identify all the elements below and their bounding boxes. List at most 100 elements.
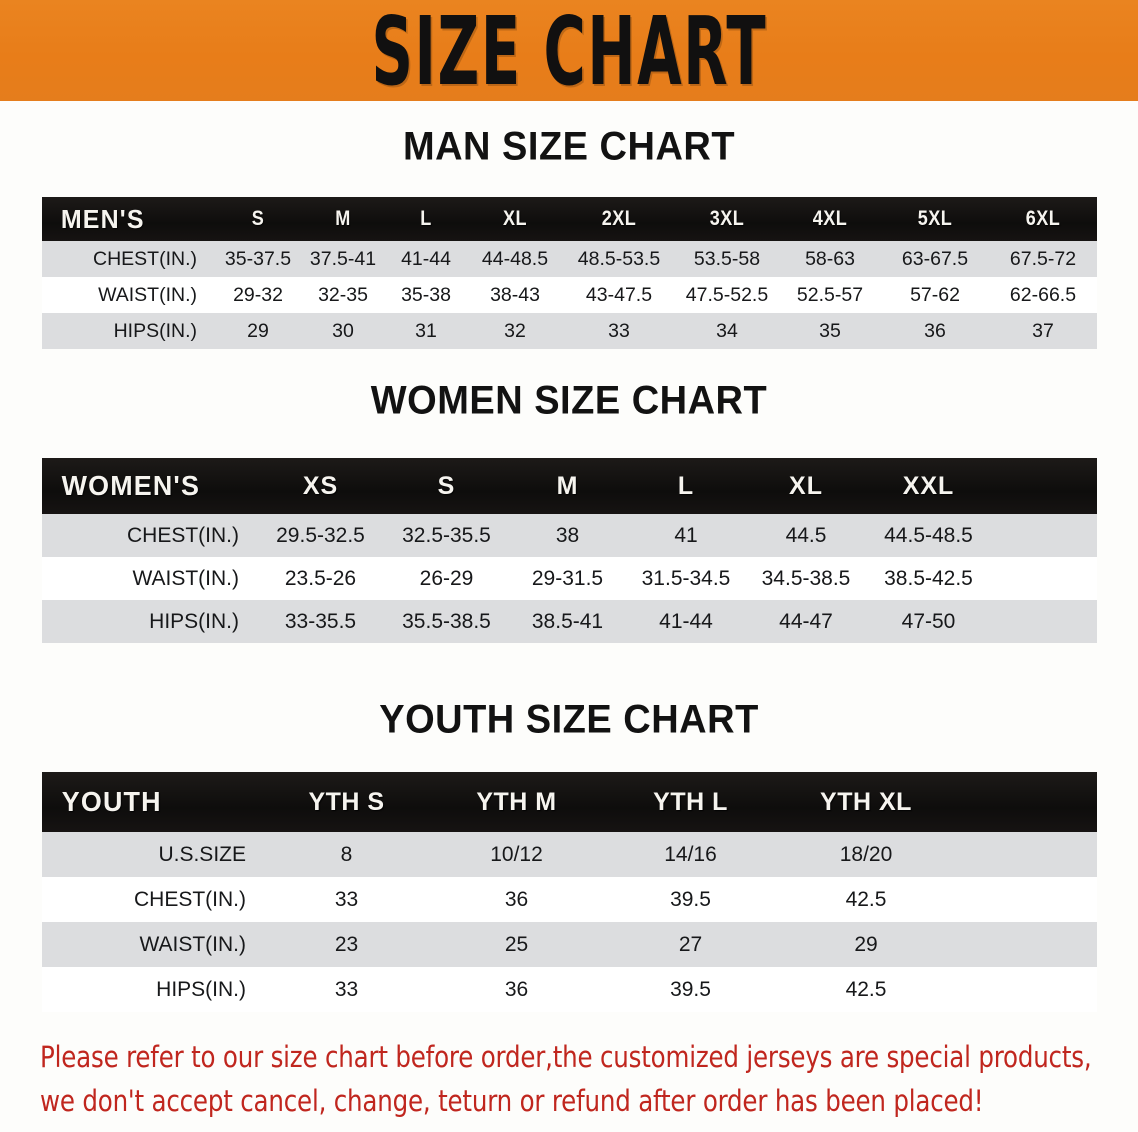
women-header-row: WOMEN'S XS S M L XL XXL <box>42 458 1097 514</box>
women-cell-1-5: 38.5-42.5 <box>866 557 991 600</box>
women-cell-2-2: 38.5-41 <box>509 600 626 643</box>
men-cell-2-8: 37 <box>989 313 1097 349</box>
youth-cell-2-0: 23 <box>264 922 429 967</box>
youth-cell-2-4 <box>955 922 1097 967</box>
men-cell-1-8: 62-66.5 <box>989 277 1097 313</box>
men-cell-2-7: 36 <box>881 313 989 349</box>
women-cell-2-1: 35.5-38.5 <box>384 600 509 643</box>
youth-cell-0-2: 14/16 <box>604 832 777 877</box>
youth-corner-label: YOUTH <box>61 786 162 817</box>
men-col-7: 5XL <box>917 207 953 230</box>
women-cell-0-2: 38 <box>509 514 626 557</box>
disclaimer-line-2: we don't accept cancel, change, teturn o… <box>40 1084 984 1118</box>
youth-row-label-0: U.S.SIZE <box>42 832 264 877</box>
men-cell-0-5: 53.5-58 <box>675 241 779 277</box>
men-cell-2-0: 29 <box>215 313 301 349</box>
women-cell-0-0: 29.5-32.5 <box>257 514 384 557</box>
women-col-3: L <box>677 471 695 500</box>
men-cell-1-1: 32-35 <box>301 277 385 313</box>
youth-cell-2-3: 29 <box>777 922 955 967</box>
women-cell-2-3: 41-44 <box>626 600 746 643</box>
men-cell-1-3: 38-43 <box>467 277 563 313</box>
women-col-6 <box>991 458 1097 514</box>
men-cell-0-1: 37.5-41 <box>301 241 385 277</box>
women-cell-0-5: 44.5-48.5 <box>866 514 991 557</box>
men-cell-1-7: 57-62 <box>881 277 989 313</box>
women-row-label-0: CHEST(IN.) <box>42 514 257 557</box>
men-cell-1-4: 43-47.5 <box>563 277 675 313</box>
youth-cell-3-2: 39.5 <box>604 967 777 1012</box>
youth-cell-3-4 <box>955 967 1097 1012</box>
men-corner-label: MEN'S <box>60 203 145 234</box>
youth-cell-1-4 <box>955 877 1097 922</box>
youth-row-label-2: WAIST(IN.) <box>42 922 264 967</box>
women-cell-1-0: 23.5-26 <box>257 557 384 600</box>
youth-cell-1-0: 33 <box>264 877 429 922</box>
table-row: WAIST(IN.) 23 25 27 29 <box>42 922 1097 967</box>
men-col-3: XL <box>503 207 527 230</box>
women-cell-2-5: 47-50 <box>866 600 991 643</box>
men-cell-2-1: 30 <box>301 313 385 349</box>
women-cell-1-1: 26-29 <box>384 557 509 600</box>
women-cell-1-2: 29-31.5 <box>509 557 626 600</box>
women-cell-2-0: 33-35.5 <box>257 600 384 643</box>
women-row-label-2: HIPS(IN.) <box>42 600 257 643</box>
women-cell-0-3: 41 <box>626 514 746 557</box>
men-cell-2-2: 31 <box>385 313 467 349</box>
men-cell-2-4: 33 <box>563 313 675 349</box>
youth-cell-1-2: 39.5 <box>604 877 777 922</box>
men-row-label-1: WAIST(IN.) <box>42 277 215 313</box>
women-cell-0-1: 32.5-35.5 <box>384 514 509 557</box>
men-col-2: L <box>420 207 432 230</box>
table-row: WAIST(IN.) 23.5-26 26-29 29-31.5 31.5-34… <box>42 557 1097 600</box>
men-col-5: 3XL <box>709 207 745 230</box>
women-cell-2-6 <box>991 600 1097 643</box>
youth-row-label-3: HIPS(IN.) <box>42 967 264 1012</box>
women-col-0: XS <box>302 471 339 500</box>
table-row: CHEST(IN.) 33 36 39.5 42.5 <box>42 877 1097 922</box>
men-cell-1-6: 52.5-57 <box>779 277 881 313</box>
women-col-1: S <box>437 471 456 500</box>
youth-col-2: YTH L <box>653 787 728 816</box>
table-row: HIPS(IN.) 33 36 39.5 42.5 <box>42 967 1097 1012</box>
table-row: CHEST(IN.) 29.5-32.5 32.5-35.5 38 41 44.… <box>42 514 1097 557</box>
men-size-table: MEN'S S M L XL 2XL 3XL 4XL 5XL 6XL CHEST… <box>42 197 1097 349</box>
youth-header-row: YOUTH YTH S YTH M YTH L YTH XL <box>42 772 1097 832</box>
youth-row-label-1: CHEST(IN.) <box>42 877 264 922</box>
women-size-table: WOMEN'S XS S M L XL XXL CHEST(IN.) 29.5-… <box>42 458 1097 643</box>
man-section-title: MAN SIZE CHART <box>402 124 736 170</box>
youth-cell-3-0: 33 <box>264 967 429 1012</box>
table-row: HIPS(IN.) 29 30 31 32 33 34 35 36 37 <box>42 313 1097 349</box>
men-cell-1-5: 47.5-52.5 <box>675 277 779 313</box>
men-col-4: 2XL <box>601 207 637 230</box>
youth-section-title: YOUTH SIZE CHART <box>379 697 759 743</box>
men-cell-2-6: 35 <box>779 313 881 349</box>
youth-cell-0-4 <box>955 832 1097 877</box>
youth-cell-1-1: 36 <box>429 877 604 922</box>
men-row-label-2: HIPS(IN.) <box>42 313 215 349</box>
men-cell-0-2: 41-44 <box>385 241 467 277</box>
men-cell-0-8: 67.5-72 <box>989 241 1097 277</box>
women-cell-2-4: 44-47 <box>746 600 866 643</box>
banner: SIZE CHART <box>0 0 1138 101</box>
men-row-label-0: CHEST(IN.) <box>42 241 215 277</box>
men-cell-0-0: 35-37.5 <box>215 241 301 277</box>
men-cell-0-4: 48.5-53.5 <box>563 241 675 277</box>
banner-title: SIZE CHART <box>371 0 767 101</box>
youth-cell-1-3: 42.5 <box>777 877 955 922</box>
youth-col-4 <box>955 772 1097 832</box>
men-cell-1-0: 29-32 <box>215 277 301 313</box>
women-col-4: XL <box>789 471 823 500</box>
table-row: U.S.SIZE 8 10/12 14/16 18/20 <box>42 832 1097 877</box>
men-cell-1-2: 35-38 <box>385 277 467 313</box>
men-cell-0-6: 58-63 <box>779 241 881 277</box>
youth-cell-2-2: 27 <box>604 922 777 967</box>
women-col-5: XXL <box>902 471 955 500</box>
youth-col-0: YTH S <box>308 787 385 816</box>
women-col-2: M <box>556 471 579 500</box>
women-cell-1-3: 31.5-34.5 <box>626 557 746 600</box>
youth-cell-2-1: 25 <box>429 922 604 967</box>
youth-cell-0-0: 8 <box>264 832 429 877</box>
women-cell-0-4: 44.5 <box>746 514 866 557</box>
youth-cell-0-1: 10/12 <box>429 832 604 877</box>
